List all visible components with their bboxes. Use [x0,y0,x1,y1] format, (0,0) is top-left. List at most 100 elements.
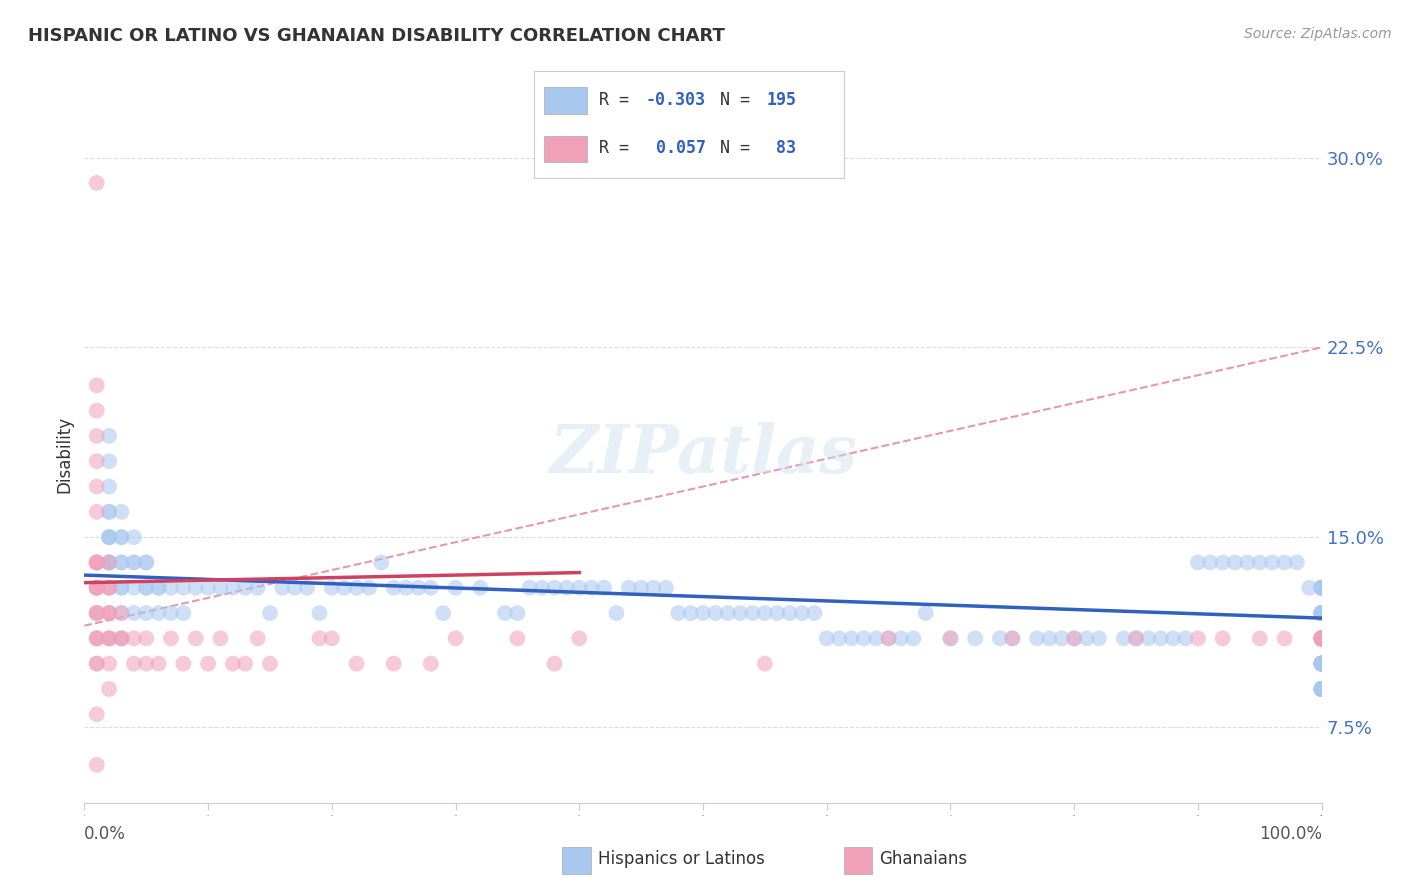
Point [86,632,108,646]
Point [877,632,900,646]
Point [1310,657,1333,671]
Point [506,632,529,646]
Point [98,556,121,570]
Point [1310,632,1333,646]
Point [1310,657,1333,671]
Point [233,657,256,671]
Point [122,530,145,544]
Point [382,657,405,671]
Point [110,632,132,646]
Point [98,556,121,570]
Text: N =: N = [720,91,759,109]
Point [1298,581,1320,595]
Point [98,530,121,544]
Point [1310,606,1333,620]
Point [1274,632,1296,646]
Point [1199,556,1222,570]
Point [1310,657,1333,671]
Point [1310,632,1333,646]
Point [1310,657,1333,671]
Point [1310,581,1333,595]
Point [965,632,987,646]
Point [1310,681,1333,696]
Point [357,581,380,595]
Point [1310,657,1333,671]
Point [98,681,121,696]
Point [110,581,132,595]
Point [1310,632,1333,646]
Point [321,581,343,595]
Point [321,632,343,646]
Point [939,632,962,646]
Point [519,581,541,595]
Point [568,632,591,646]
Point [98,581,121,595]
Point [86,378,108,392]
Point [1310,657,1333,671]
Point [209,632,232,646]
Point [1310,632,1333,646]
Point [1310,606,1333,620]
Point [98,606,121,620]
Point [86,556,108,570]
Point [86,632,108,646]
Point [728,606,751,620]
Point [1125,632,1147,646]
Point [1310,657,1333,671]
Point [1310,581,1333,595]
Point [86,429,108,443]
Point [1310,657,1333,671]
Point [86,606,108,620]
Point [1310,606,1333,620]
Point [122,606,145,620]
Point [666,606,689,620]
Point [1310,681,1333,696]
Point [1310,657,1333,671]
Point [531,581,554,595]
Point [86,581,108,595]
Point [717,606,740,620]
Point [754,606,776,620]
Point [98,606,121,620]
Point [1187,556,1209,570]
Point [1088,632,1111,646]
Point [1310,632,1333,646]
Point [86,403,108,417]
Point [568,581,591,595]
Point [135,606,157,620]
Point [1310,657,1333,671]
Point [1026,632,1049,646]
Point [593,581,616,595]
Point [1150,632,1173,646]
Text: -0.303: -0.303 [645,91,706,109]
Point [110,632,132,646]
Point [1137,632,1160,646]
Point [766,606,789,620]
Point [122,581,145,595]
Point [865,632,887,646]
Point [877,632,900,646]
Point [408,581,430,595]
Point [122,556,145,570]
Point [246,581,269,595]
Text: N =: N = [720,139,759,157]
Point [1310,606,1333,620]
Point [110,581,132,595]
Point [98,632,121,646]
Point [1310,632,1333,646]
Point [110,606,132,620]
Point [779,606,801,620]
Point [98,556,121,570]
Point [1274,556,1296,570]
Point [1310,681,1333,696]
Point [692,606,714,620]
Point [135,632,157,646]
Point [790,606,813,620]
Point [1001,632,1024,646]
Point [444,581,467,595]
Point [1310,606,1333,620]
Point [1310,632,1333,646]
Point [86,606,108,620]
Point [1310,632,1333,646]
Point [1310,632,1333,646]
